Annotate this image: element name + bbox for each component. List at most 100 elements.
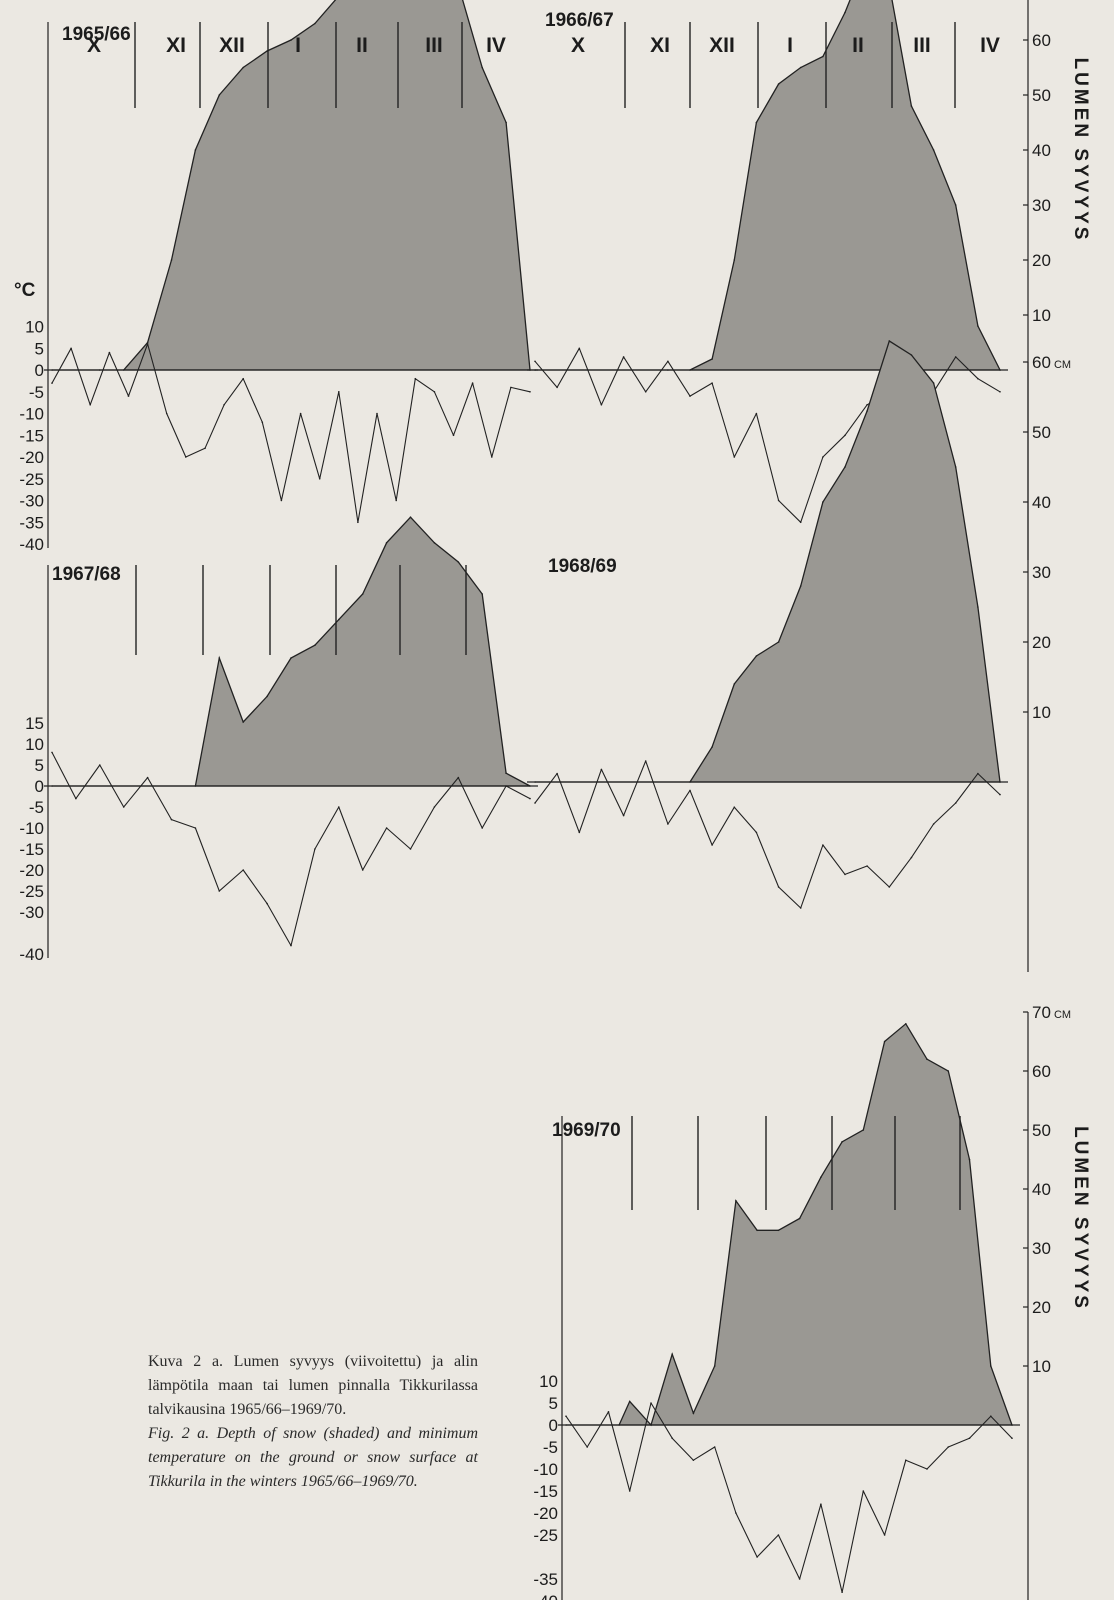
temperature-tick: -40 bbox=[533, 1592, 558, 1600]
min-temperature-point bbox=[510, 386, 512, 389]
month-label: XI bbox=[650, 34, 670, 57]
min-temperature-point bbox=[376, 412, 378, 415]
snow-depth-point bbox=[799, 66, 802, 69]
min-temperature-point bbox=[556, 772, 558, 775]
min-temperature-point bbox=[565, 1415, 567, 1417]
month-label: XI bbox=[166, 34, 186, 57]
snow-depth-tick: 10 bbox=[1032, 703, 1051, 722]
temperature-tick: -10 bbox=[533, 1460, 558, 1479]
min-temperature-point bbox=[692, 1459, 695, 1461]
min-temperature-point bbox=[108, 351, 111, 354]
snow-depth-point bbox=[242, 721, 244, 723]
min-temperature-point bbox=[529, 797, 531, 800]
temperature-tick: -25 bbox=[533, 1526, 558, 1545]
min-temperature-point bbox=[798, 1578, 801, 1580]
temperature-tick: -20 bbox=[533, 1504, 558, 1523]
min-temperature-point bbox=[600, 768, 603, 771]
snow-depth-point bbox=[628, 1400, 631, 1403]
snow-depth-area bbox=[535, 0, 1002, 371]
temperature-tick: -25 bbox=[19, 470, 44, 489]
temperature-tick: -35 bbox=[19, 513, 44, 532]
min-temperature-point bbox=[650, 1402, 652, 1404]
snow-depth-point bbox=[692, 1412, 695, 1414]
min-temperature-point bbox=[314, 848, 316, 850]
min-temperature-point bbox=[644, 760, 647, 762]
min-temperature-point bbox=[866, 404, 868, 406]
snow-depth-point bbox=[954, 204, 957, 206]
min-temperature-point bbox=[1011, 1437, 1013, 1439]
snow-depth-point bbox=[841, 1141, 843, 1143]
snow-depth-point bbox=[170, 259, 173, 261]
snow-depth-point bbox=[755, 121, 758, 124]
min-temperature-point bbox=[409, 848, 412, 850]
min-temperature-point bbox=[457, 776, 460, 779]
snow-depth-point bbox=[799, 585, 802, 587]
temperature-tick: 0 bbox=[35, 777, 44, 796]
snow-depth-point bbox=[290, 39, 292, 41]
min-temperature-line bbox=[565, 1402, 1013, 1593]
snow-depth-point bbox=[433, 542, 436, 544]
snow-depth-point bbox=[314, 644, 316, 646]
min-temperature-point bbox=[242, 377, 244, 380]
snow-depth-point bbox=[194, 149, 197, 151]
snow-depth-point bbox=[218, 657, 221, 659]
temperature-tick: -5 bbox=[29, 383, 44, 402]
panel-1967-68: 1967/68 15 10 5 0 -5 -10 -15 -20 -25 -30 -40 bbox=[19, 516, 538, 964]
snow-depth-point bbox=[798, 1217, 801, 1220]
min-temperature-point bbox=[529, 391, 531, 393]
min-temperature-point bbox=[777, 1534, 780, 1536]
min-temperature-line bbox=[534, 760, 1001, 909]
snow-depth-point bbox=[932, 149, 935, 151]
min-temperature-point bbox=[822, 456, 824, 458]
min-temperature-point bbox=[556, 386, 558, 389]
season-label: 1966/67 bbox=[545, 10, 614, 31]
snow-depth-tick: 20 bbox=[1032, 633, 1051, 652]
snow-depth-point bbox=[457, 561, 460, 563]
snow-depth-tick: 40 bbox=[1032, 141, 1051, 160]
temperature-tick: -15 bbox=[533, 1482, 558, 1501]
min-temperature-point bbox=[862, 1490, 865, 1492]
snow-depth-tick: 10 bbox=[1032, 1357, 1051, 1376]
snow-depth-tick: 30 bbox=[1032, 196, 1051, 215]
snow-depth-point bbox=[242, 66, 244, 69]
snow-depth-tick: 30 bbox=[1032, 1239, 1051, 1258]
temperature-tick: -35 bbox=[533, 1570, 558, 1589]
min-temperature-point bbox=[968, 1437, 971, 1439]
caption-english: Fig. 2 a. Depth of snow (shaded) and min… bbox=[148, 1425, 478, 1490]
min-temperature-point bbox=[999, 391, 1001, 393]
min-temperature-point bbox=[689, 395, 691, 397]
month-label: I bbox=[787, 34, 793, 57]
snow-depth-point bbox=[977, 606, 979, 608]
temperature-tick: -10 bbox=[19, 405, 44, 424]
temperature-tick: 0 bbox=[549, 1416, 558, 1435]
snow-depth-point bbox=[733, 683, 736, 685]
snow-depth-point bbox=[822, 55, 824, 58]
snow-depth-point bbox=[385, 542, 388, 544]
snow-depth-tick: 20 bbox=[1032, 251, 1051, 270]
snow-depth-point bbox=[777, 641, 780, 643]
min-temperature-point bbox=[733, 806, 736, 808]
snow-depth-point bbox=[756, 1229, 758, 1232]
snow-depth-tick: 70 CM bbox=[1032, 1003, 1071, 1022]
month-label: IV bbox=[486, 34, 506, 57]
month-label: XII bbox=[219, 34, 245, 57]
min-temperature-point bbox=[385, 827, 388, 829]
caption-finnish: Kuva 2 a. Lumen syvyys (viivoitettu) ja … bbox=[148, 1353, 478, 1418]
snow-depth-tick: 40 bbox=[1032, 1180, 1051, 1199]
min-temperature-point bbox=[667, 360, 669, 363]
figure-caption: Kuva 2 a. Lumen syvyys (viivoitettu) ja … bbox=[148, 1350, 478, 1494]
season-label: 1967/68 bbox=[52, 564, 121, 585]
min-temperature-point bbox=[146, 776, 149, 779]
min-temperature-point bbox=[51, 382, 53, 384]
min-temperature-point bbox=[713, 1446, 716, 1448]
min-temperature-point bbox=[318, 478, 321, 480]
snow-depth-tick: 50 bbox=[1032, 86, 1051, 105]
temperature-tick: 5 bbox=[35, 756, 44, 775]
min-temperature-point bbox=[926, 1468, 928, 1470]
season-label: 1965/66 bbox=[62, 24, 131, 45]
temperature-tick: 0 bbox=[35, 361, 44, 380]
snow-depth-point bbox=[910, 354, 913, 356]
temperature-tick: -15 bbox=[19, 840, 44, 859]
min-temperature-point bbox=[866, 865, 868, 867]
